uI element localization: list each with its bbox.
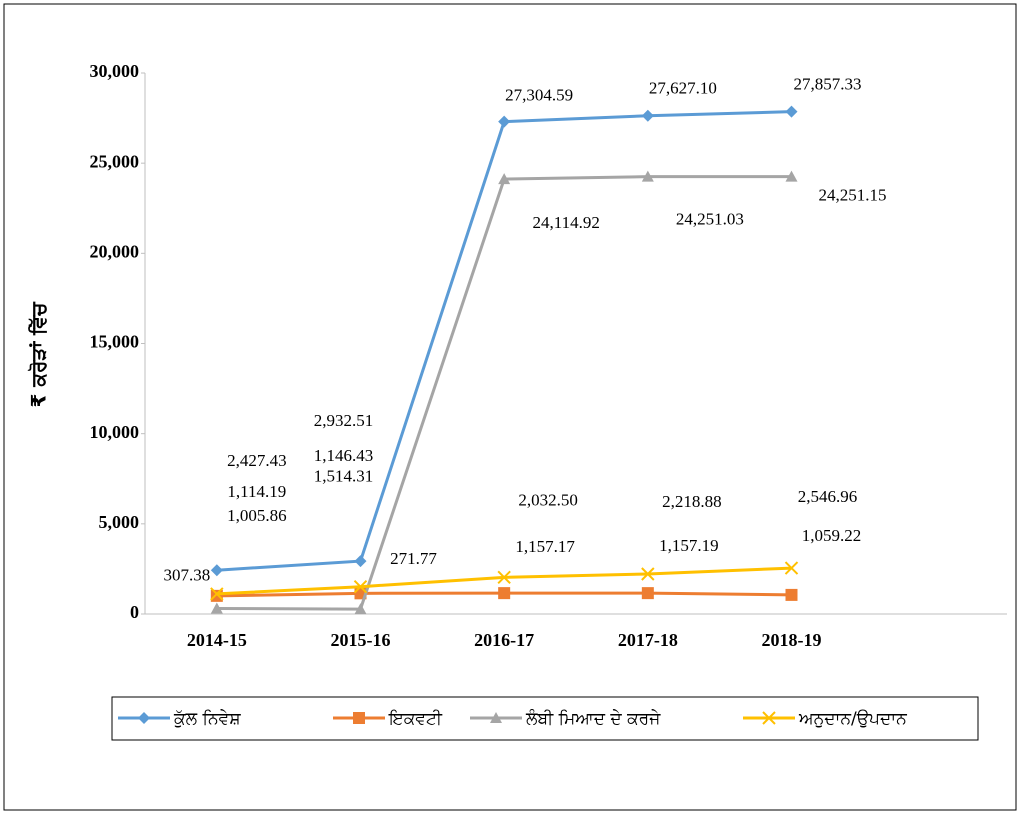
- y-tick-label: 5,000: [99, 512, 140, 532]
- y-tick-label: 0: [130, 602, 139, 622]
- legend-label: ਲੰਬੀ ਮਿਆਦ ਦੇ ਕਰਜੇ: [525, 709, 661, 729]
- data-point: [498, 173, 511, 185]
- data-label: 1,157.19: [659, 536, 719, 555]
- data-label: 24,114.92: [532, 213, 599, 232]
- chart-border: [3, 3, 1017, 811]
- data-point: [785, 105, 798, 118]
- data-point: [641, 587, 654, 600]
- data-point: [210, 589, 223, 602]
- legend-label: ਇਕਵਟੀ: [388, 709, 443, 729]
- y-tick-label: 15,000: [90, 332, 140, 352]
- y-tick-label: 25,000: [90, 151, 140, 171]
- data-point: [785, 170, 798, 182]
- data-point: [354, 603, 367, 615]
- data-label: 1,146.43: [314, 446, 374, 465]
- data-label: 1,157.17: [515, 537, 575, 556]
- data-point: [353, 579, 368, 594]
- y-axis-label: ₹ ਕਰੋੜਾਂ ਵਿੱਚ: [27, 301, 51, 408]
- data-point: [641, 109, 654, 122]
- x-tick-label: 2016-17: [474, 630, 534, 650]
- data-point: [210, 602, 223, 614]
- data-label: 2,218.88: [662, 492, 722, 511]
- data-point: [498, 587, 511, 600]
- data-label: 2,932.51: [314, 411, 374, 430]
- data-point: [210, 587, 224, 601]
- data-label: 27,304.59: [505, 86, 573, 105]
- data-point: [498, 115, 511, 128]
- y-tick-label: 10,000: [90, 422, 140, 442]
- legend-marker: [490, 712, 502, 723]
- legend-marker: [762, 711, 776, 725]
- data-label: 1,005.86: [227, 506, 287, 525]
- legend-box: [111, 696, 979, 741]
- legend-marker: [353, 712, 365, 724]
- x-tick-label: 2018-19: [762, 630, 822, 650]
- data-point: [354, 555, 367, 568]
- data-label: 2,032.50: [518, 490, 578, 509]
- data-point: [210, 564, 223, 577]
- x-tick-label: 2014-15: [187, 630, 247, 650]
- data-label: 1,514.31: [314, 467, 374, 486]
- y-tick-label: 20,000: [90, 241, 140, 261]
- data-label: 2,546.96: [798, 487, 858, 506]
- data-label: 24,251.03: [676, 210, 744, 229]
- legend-marker: [138, 712, 150, 724]
- x-tick-label: 2017-18: [618, 630, 678, 650]
- legend-label: ਕੁੱਲ ਨਿਵੇਸ਼: [173, 709, 241, 729]
- data-label: 2,427.43: [227, 451, 287, 470]
- data-label: 27,627.10: [649, 79, 717, 98]
- data-point: [784, 561, 799, 575]
- data-label: 271.77: [390, 549, 437, 568]
- data-label: 1,114.19: [227, 482, 286, 501]
- data-label: 27,857.33: [794, 75, 862, 94]
- y-tick-label: 30,000: [90, 61, 140, 81]
- x-tick-label: 2015-16: [331, 630, 391, 650]
- data-point: [641, 567, 655, 581]
- data-label: 307.38: [163, 565, 210, 584]
- legend-label: ਅਨੁਦਾਨ/ਉਪਦਾਨ: [798, 709, 907, 729]
- data-point: [497, 570, 511, 585]
- data-label: 1,059.22: [802, 526, 862, 545]
- data-label: 24,251.15: [819, 186, 887, 205]
- data-point: [785, 588, 798, 601]
- data-point: [641, 170, 654, 182]
